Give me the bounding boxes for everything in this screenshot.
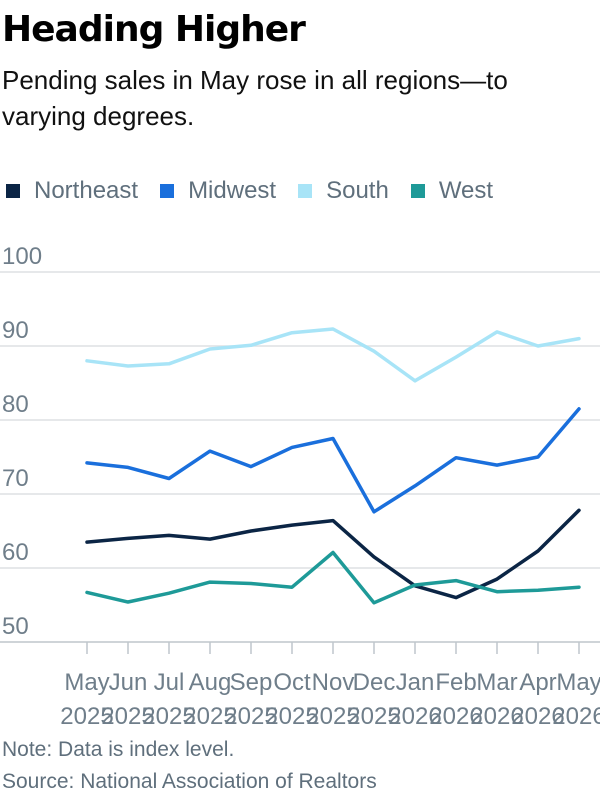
x-tick-label-month: Aug [189, 669, 232, 696]
legend-label-northeast: Northeast [34, 177, 139, 204]
x-tick-label-year: 2025 [306, 703, 359, 728]
chart-title: Heading Higher [2, 9, 306, 50]
x-tick-label-month: Oct [273, 669, 311, 696]
x-tick-label-month: Jan [396, 669, 435, 696]
x-tick-label-year: 2025 [265, 703, 318, 728]
x-tick-label-year: 2025 [60, 703, 113, 728]
x-tick-label-month: Nov [312, 669, 355, 696]
x-tick-label-month: Mar [476, 669, 517, 696]
legend-swatch-northeast [6, 184, 20, 198]
series-line-midwest [85, 407, 581, 514]
legend-item-south: South [298, 177, 389, 205]
y-tick-label-50: 50 [2, 613, 29, 640]
x-tick-label-year: 2025 [224, 703, 277, 728]
series-line-northeast [85, 508, 581, 600]
series-line-south [85, 327, 581, 383]
x-tick-label-year: 2026 [429, 703, 482, 728]
legend-item-northeast: Northeast [6, 177, 138, 205]
x-tick-label-month: Feb [435, 669, 476, 696]
x-tick-label-year: 2026 [388, 703, 441, 728]
legend-label-midwest: Midwest [188, 177, 277, 204]
x-tick-label-month: Dec [353, 669, 396, 696]
x-tick-label-year: 2025 [347, 703, 400, 728]
x-tick-label-month: Sep [230, 669, 273, 696]
x-tick-label-month: Jun [109, 669, 148, 696]
x-tick-label-month: May [556, 669, 600, 696]
x-tick-label-year: 2025 [142, 703, 195, 728]
legend-item-midwest: Midwest [160, 177, 276, 205]
y-tick-label-90: 90 [2, 317, 29, 344]
y-tick-label-100: 100 [2, 243, 42, 270]
legend-label-west: West [438, 177, 494, 204]
legend-label-south: South [326, 177, 389, 204]
legend-swatch-west [410, 184, 425, 198]
y-axis-tick-labels: 50 60 70 80 90 100 [2, 243, 42, 640]
chart-source: Source: National Association of Realtors [2, 770, 377, 793]
chart-subtitle: Pending sales in May rose in all regions… [2, 65, 508, 131]
y-tick-label-80: 80 [2, 391, 29, 418]
y-tick-label-60: 60 [2, 539, 29, 566]
x-tick-label-month: May [64, 669, 109, 696]
series-line-west [85, 550, 581, 605]
legend-swatch-south [298, 184, 313, 198]
x-tick-label-year: 2026 [552, 703, 600, 728]
x-tick-label-year: 2025 [183, 703, 236, 728]
series-lines [85, 327, 581, 605]
y-tick-label-70: 70 [2, 465, 29, 492]
gridlines [0, 271, 600, 643]
x-tick-label-month: Apr [519, 669, 556, 696]
legend-swatch-midwest [160, 184, 175, 198]
x-tick-label-month: Jul [154, 669, 185, 696]
chart-legend: Northeast Midwest South West [6, 174, 493, 208]
legend-item-west: West [410, 177, 494, 205]
x-tick-label-year: 2026 [511, 703, 564, 728]
x-axis-ticks: May2025Jun2025Jul2025Aug2025Sep2025Oct20… [60, 642, 600, 728]
x-tick-label-year: 2025 [101, 703, 154, 728]
chart-note: Note: Data is index level. [2, 738, 235, 761]
x-tick-label-year: 2026 [470, 703, 523, 728]
